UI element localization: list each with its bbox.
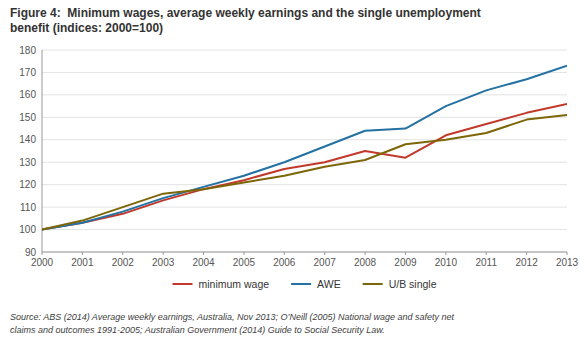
grid-line [42, 184, 567, 185]
x-axis: 2000 2001 2002 2003 2004 2005 2006 2007 2008 2009… [31, 50, 579, 268]
legend-swatch [291, 283, 311, 285]
chart: Figure 4: Minimum wages, average weekly … [0, 0, 583, 359]
y-tick-label: 180 [19, 45, 36, 56]
x-tick [122, 252, 123, 255]
x-tick-label: 2013 [556, 257, 579, 268]
x-tick-label: 2011 [475, 257, 497, 268]
x-tick [405, 252, 406, 255]
x-tick-label: 2006 [273, 257, 296, 268]
x-tick [324, 252, 325, 255]
grid-line [42, 252, 567, 253]
grid-line [42, 139, 567, 140]
x-tick [567, 252, 568, 255]
x-tick [284, 252, 285, 255]
y-tick-label: 150 [19, 112, 36, 123]
legend-label: U/B single [389, 278, 437, 290]
line [42, 115, 567, 229]
legend-swatch [173, 283, 193, 285]
legend: minimum wage AWE U/B single [173, 278, 437, 290]
x-axis-line [42, 252, 567, 253]
y-axis: 90 100 110 120 130 140 150 160 170 180 [19, 45, 567, 258]
title-line: benefit (indices: 2000=100) [10, 21, 163, 35]
y-tick-label: 110 [20, 202, 36, 213]
grid-line [42, 117, 567, 118]
x-tick-label: 2003 [152, 257, 175, 268]
x-tick-label: 2002 [112, 257, 135, 268]
x-tick [163, 252, 164, 255]
x-tick-label: 2000 [31, 257, 54, 268]
grid-line [42, 162, 567, 163]
line [42, 104, 567, 230]
legend-label: AWE [317, 278, 341, 290]
series-lines [42, 66, 567, 230]
title: Figure 4: Minimum wages, average weekly … [10, 6, 481, 35]
x-tick-label: 2012 [515, 257, 538, 268]
legend-item: minimum wage [173, 278, 270, 290]
y-tick-label: 120 [19, 179, 36, 190]
x-tick [445, 252, 446, 255]
grid-line [42, 72, 567, 73]
x-tick [42, 252, 43, 255]
x-tick [82, 252, 83, 255]
x-tick [203, 252, 204, 255]
x-tick-label: 2008 [354, 257, 377, 268]
legend-swatch [363, 283, 383, 285]
source-line: claims and outcomes 1991-2005; Australia… [10, 325, 385, 335]
x-tick [486, 252, 487, 255]
source-note: Source: ABS (2014) Average weekly earnin… [10, 312, 455, 335]
legend-label: minimum wage [199, 278, 270, 290]
x-tick-label: 2010 [435, 257, 458, 268]
y-tick-label: 160 [19, 89, 36, 100]
y-tick-label: 90 [25, 247, 37, 258]
grid-line [42, 94, 567, 95]
y-tick-label: 130 [19, 157, 36, 168]
x-tick [243, 252, 244, 255]
x-tick [526, 252, 527, 255]
line [42, 66, 567, 230]
grid-line [42, 50, 567, 51]
legend-item: AWE [291, 278, 341, 290]
x-tick-label: 2001 [71, 257, 94, 268]
x-tick-label: 2007 [314, 257, 337, 268]
x-tick-label: 2005 [233, 257, 256, 268]
title-line: Figure 4: Minimum wages, average weekly … [10, 6, 481, 20]
y-tick-label: 140 [19, 134, 36, 145]
x-tick-label: 2009 [394, 257, 417, 268]
y-tick-label: 100 [19, 224, 36, 235]
y-tick-label: 170 [19, 67, 36, 78]
legend-item: U/B single [363, 278, 437, 290]
x-tick-label: 2004 [192, 257, 215, 268]
grid-line [42, 229, 567, 230]
source-line: Source: ABS (2014) Average weekly earnin… [10, 312, 455, 322]
x-tick [365, 252, 366, 255]
y-axis-line [42, 50, 43, 252]
